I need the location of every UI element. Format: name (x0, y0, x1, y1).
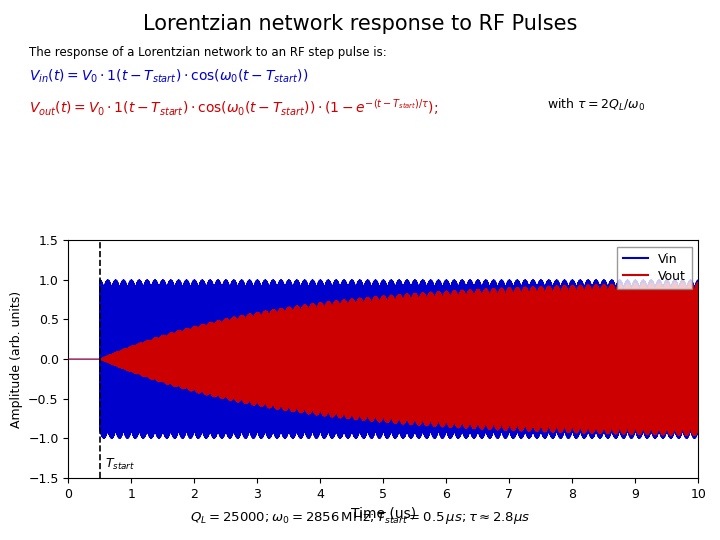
Text: $T_{start}$: $T_{start}$ (105, 457, 135, 472)
Text: Lorentzian network response to RF Pulses: Lorentzian network response to RF Pulses (143, 14, 577, 33)
X-axis label: Time (us): Time (us) (351, 506, 416, 520)
Y-axis label: Amplitude (arb. units): Amplitude (arb. units) (9, 291, 22, 428)
Text: $V_{out}(t) = V_0 \cdot 1(t - T_{start}) \cdot \cos(\omega_0(t-T_{start})) \cdot: $V_{out}(t) = V_0 \cdot 1(t - T_{start})… (29, 97, 438, 118)
Text: with $\tau = 2Q_L/\omega_0$: with $\tau = 2Q_L/\omega_0$ (547, 97, 645, 113)
Legend: Vin, Vout: Vin, Vout (617, 247, 692, 289)
Text: The response of a Lorentzian network to an RF step pulse is:: The response of a Lorentzian network to … (29, 46, 387, 59)
Text: $V_{in}(t) = V_0 \cdot 1(t - T_{start}) \cdot \cos(\omega_0(t - T_{start}))$: $V_{in}(t) = V_0 \cdot 1(t - T_{start}) … (29, 68, 308, 85)
Text: $Q_L = 25000; \omega_0 = 2856\,\mathrm{MHz}; T_{start} = 0.5\,\mu s; \tau \appro: $Q_L = 25000; \omega_0 = 2856\,\mathrm{M… (190, 510, 530, 526)
